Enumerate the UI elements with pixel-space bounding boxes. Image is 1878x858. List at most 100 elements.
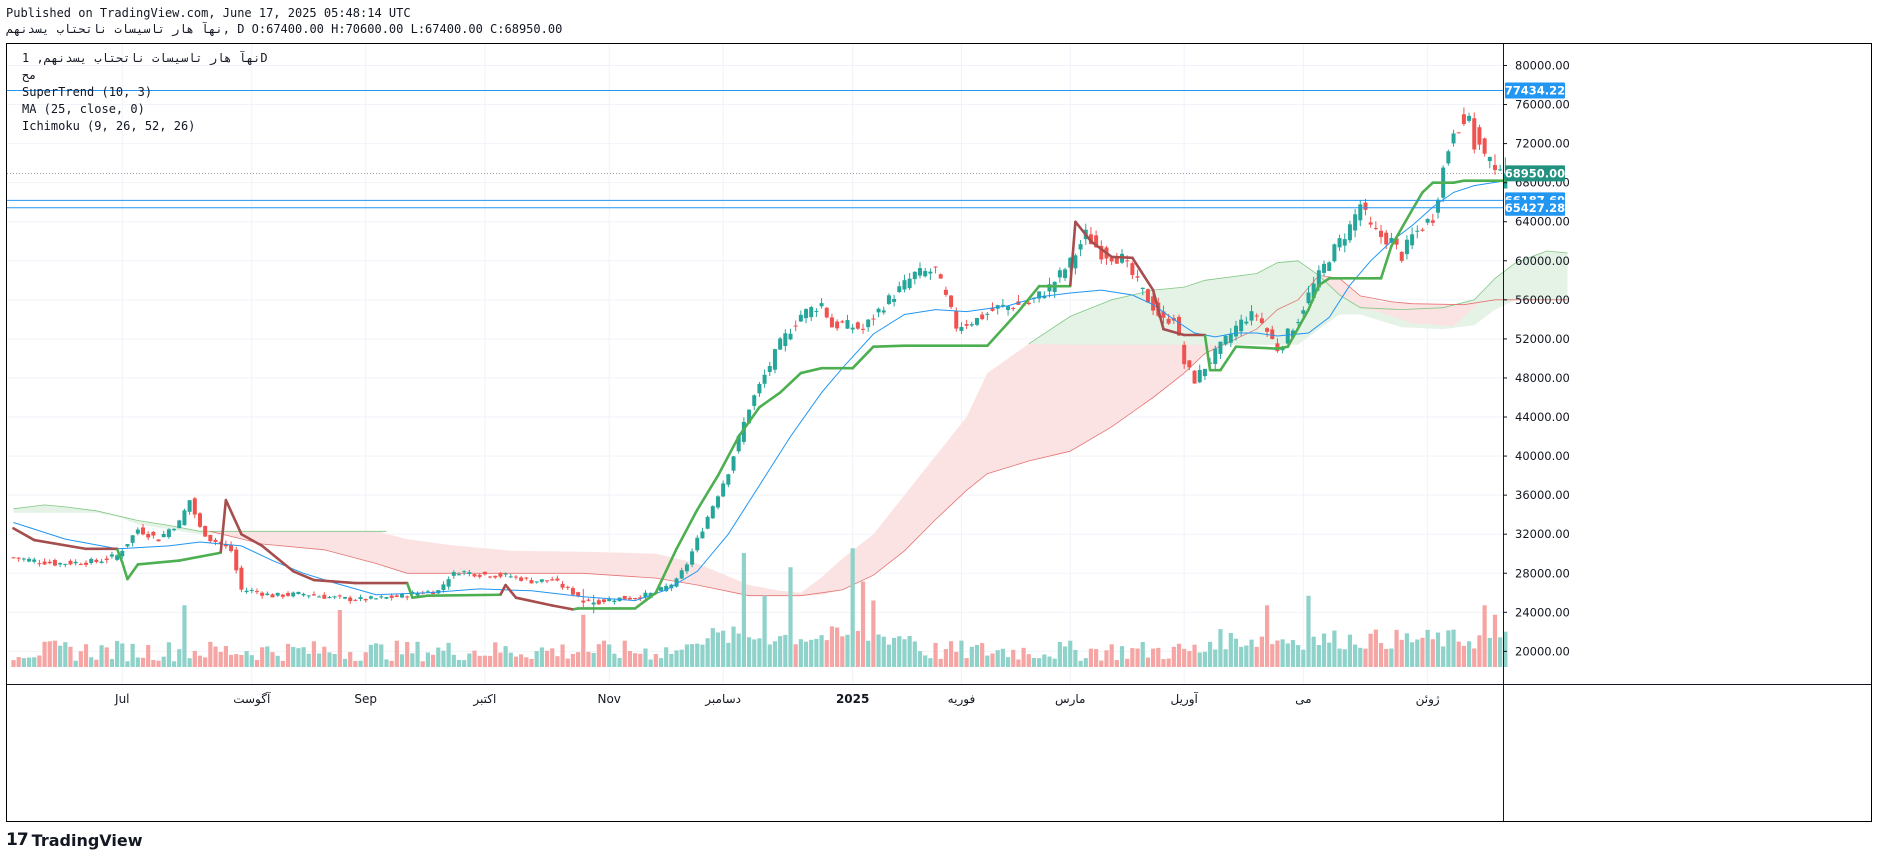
volume-bar: [487, 655, 493, 667]
candle-body: [1063, 269, 1068, 279]
volume-bar: [1073, 649, 1078, 667]
candle: [850, 324, 855, 334]
candle: [337, 594, 342, 599]
supertrend-line: [799, 366, 823, 375]
candle: [394, 594, 399, 598]
candle-body: [317, 596, 322, 598]
volume-bar: [125, 661, 130, 667]
volume-bar: [529, 658, 534, 667]
candle-body: [1265, 328, 1270, 332]
price-chart[interactable]: 80000.0076000.0072000.0068000.0064000.00…: [7, 44, 1871, 821]
tradingview-logo-text: TradingView: [31, 830, 143, 850]
volume-bar: [783, 634, 788, 667]
candle-body: [498, 573, 503, 577]
candle: [835, 319, 840, 331]
candle: [949, 294, 954, 310]
volume-bar: [456, 659, 462, 667]
volume-bar: [441, 650, 446, 667]
candle: [192, 496, 197, 519]
volume-bar: [1094, 649, 1099, 667]
candle: [73, 559, 78, 566]
legend-symbol: نهآ هار تاسیسات ناتحتاب یسدنهم, 1D: [22, 51, 268, 65]
candle-body: [1285, 328, 1290, 344]
candle-body: [866, 319, 871, 328]
candle: [374, 597, 379, 600]
candle: [296, 591, 301, 595]
volume-bar: [218, 651, 223, 667]
volume-bar: [1254, 646, 1259, 667]
volume-bar: [63, 642, 68, 667]
supertrend-line: [426, 593, 502, 598]
candle-body: [1057, 270, 1062, 278]
volume-bar: [695, 643, 700, 667]
candle-body: [337, 595, 342, 597]
volume-bar: [612, 653, 617, 667]
candle-body: [607, 598, 612, 602]
volume-bar: [52, 640, 58, 667]
candle-body: [529, 580, 534, 584]
candle-body: [394, 595, 399, 597]
candle-body: [938, 274, 943, 279]
candle: [643, 590, 648, 600]
supertrend-line: [716, 435, 741, 477]
volume-bar: [1415, 639, 1420, 667]
candle-body: [249, 589, 254, 591]
chart-pane[interactable]: 80000.00 76000.00 72000.00 68000.00 64000.00…: [6, 43, 1872, 822]
volume-bar: [1042, 654, 1047, 667]
volume-bar: [674, 650, 679, 667]
candle: [1472, 112, 1477, 154]
level-price-badge: 77434.22: [1505, 82, 1565, 99]
volume-bar: [1057, 642, 1062, 667]
candle-body: [918, 268, 922, 276]
level-price-badge-bg: [1505, 82, 1565, 99]
candle-body: [1223, 335, 1228, 345]
candle: [280, 593, 285, 600]
candle-body: [1301, 310, 1306, 314]
legend-supertrend[interactable]: SuperTrend (10, 3): [22, 85, 153, 99]
volume-bar: [555, 656, 560, 667]
volume-bar: [974, 644, 980, 667]
volume-bar: [482, 655, 487, 667]
candle-body: [1151, 296, 1156, 311]
volume-bar: [793, 644, 798, 667]
volume-bar: [1410, 642, 1415, 667]
volume-bar: [83, 644, 89, 667]
volume-bar: [1259, 636, 1264, 667]
candle: [1006, 305, 1011, 316]
candle-body: [508, 576, 513, 578]
candle: [752, 394, 757, 411]
candle-body: [519, 577, 524, 581]
candle: [1078, 240, 1083, 257]
candle-body: [260, 592, 265, 596]
volume-bar: [534, 651, 539, 667]
candle-body: [182, 510, 187, 526]
candle: [425, 589, 430, 593]
volume-bar: [1016, 659, 1021, 667]
candle-body: [234, 549, 239, 571]
candle: [363, 598, 368, 603]
candle: [969, 321, 974, 328]
supertrend-line: [12, 527, 36, 542]
supertrend-line: [514, 596, 554, 607]
candle-body: [239, 567, 244, 590]
supertrend-line: [120, 561, 129, 581]
candle-body: [493, 575, 498, 578]
volume-bar: [109, 659, 115, 667]
candle-body: [265, 593, 270, 596]
level-price-badge-text: 65427.28: [1505, 201, 1565, 215]
supertrend-line: [851, 345, 875, 370]
volume-bar: [1420, 637, 1425, 667]
candle-body: [1249, 311, 1254, 321]
candle: [1342, 233, 1347, 253]
candle-body: [565, 586, 570, 588]
volume-bar: [1337, 648, 1342, 667]
candle: [405, 595, 410, 601]
candle: [503, 572, 508, 578]
legend-ichimoku[interactable]: Ichimoku (9, 26, 52, 26): [22, 119, 196, 133]
volume-bar: [757, 638, 762, 667]
volume-bar: [1358, 647, 1363, 667]
candle-body: [545, 580, 550, 582]
legend-ma[interactable]: MA (25, close, 0): [22, 102, 145, 116]
candle: [513, 575, 518, 580]
volume-bar: [420, 661, 425, 667]
